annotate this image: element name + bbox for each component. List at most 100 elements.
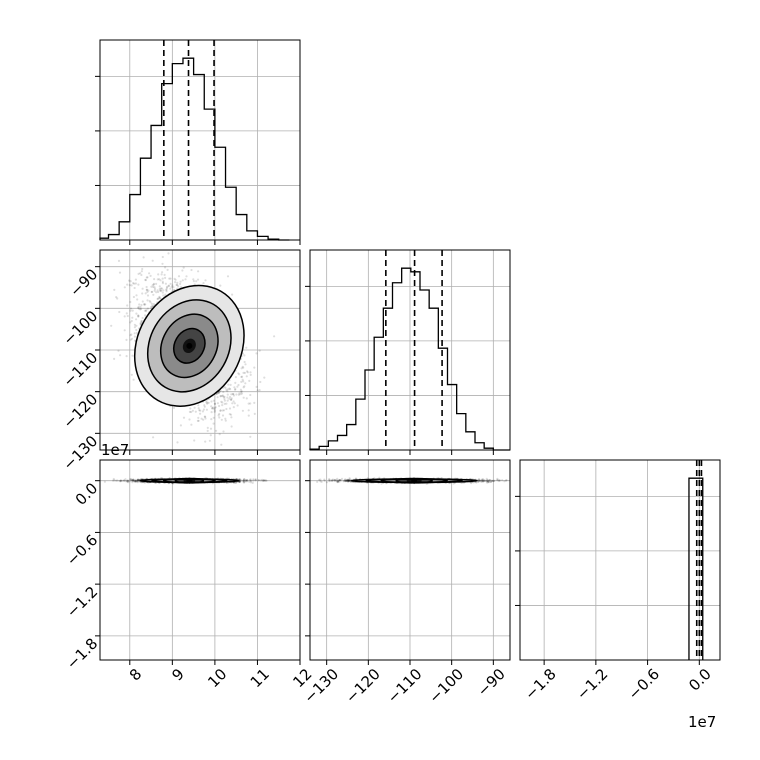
scatter-point bbox=[231, 402, 234, 405]
scatter-point bbox=[204, 415, 207, 418]
scatter-point bbox=[152, 285, 155, 289]
scatter-point bbox=[196, 278, 200, 281]
scatter-point bbox=[141, 287, 144, 290]
scatter-point bbox=[162, 289, 165, 292]
scatter-point bbox=[237, 478, 240, 481]
scatter-point bbox=[238, 478, 241, 481]
scatter-point bbox=[246, 371, 249, 374]
scatter-point bbox=[179, 282, 182, 285]
scatter-point bbox=[189, 407, 192, 410]
scatter-point bbox=[232, 400, 235, 403]
scatter-point bbox=[273, 335, 276, 338]
scatter-point bbox=[137, 283, 140, 286]
scatter-point bbox=[129, 480, 132, 483]
contour-line-0-0 bbox=[133, 284, 245, 407]
scatter-point bbox=[139, 322, 142, 325]
scatter-point bbox=[179, 286, 183, 289]
scatter-point bbox=[135, 479, 138, 482]
scatter-point bbox=[130, 284, 133, 287]
scatter-point bbox=[216, 396, 219, 399]
scatter-point bbox=[176, 281, 179, 284]
scatter-point bbox=[218, 416, 221, 419]
scatter-point bbox=[190, 423, 193, 426]
scatter-point bbox=[212, 453, 214, 455]
scatter-point bbox=[165, 288, 168, 291]
scatter-point bbox=[217, 414, 220, 417]
scatter-point bbox=[161, 255, 164, 259]
scatter-point bbox=[263, 376, 266, 379]
scatter-point bbox=[253, 366, 256, 369]
scatter-point bbox=[208, 439, 211, 442]
scatter-point bbox=[213, 402, 217, 405]
scatter-point bbox=[143, 303, 146, 306]
scatter-point bbox=[126, 480, 129, 483]
scatter-point bbox=[221, 404, 224, 407]
scatter-point bbox=[133, 282, 136, 285]
scatter-point bbox=[129, 321, 132, 324]
scatter-point bbox=[218, 404, 221, 408]
scatter-point bbox=[172, 286, 175, 289]
scatter-point bbox=[161, 287, 164, 290]
scatter-point bbox=[182, 266, 185, 269]
scatter-point bbox=[110, 324, 113, 327]
marks-layer bbox=[99, 40, 704, 660]
scatter-point bbox=[229, 413, 233, 416]
scatter-point bbox=[244, 479, 247, 482]
scatter-point bbox=[152, 293, 155, 296]
scatter-point bbox=[240, 375, 243, 379]
scatter-group-1 bbox=[103, 476, 268, 485]
scatter-point bbox=[172, 406, 176, 409]
scatter-point bbox=[160, 287, 163, 290]
scatter-point bbox=[117, 259, 121, 262]
scatter-point bbox=[174, 281, 177, 284]
scatter-point bbox=[246, 370, 249, 373]
scatter-point bbox=[218, 433, 221, 436]
scatter-point bbox=[123, 329, 126, 332]
scatter-point bbox=[202, 418, 205, 421]
scatter-point bbox=[133, 286, 136, 290]
scatter-point bbox=[115, 296, 118, 299]
scatter-point bbox=[245, 346, 248, 349]
scatter-point bbox=[245, 397, 248, 400]
scatter-point bbox=[116, 297, 119, 300]
scatter-point bbox=[151, 259, 154, 262]
scatter-point bbox=[141, 316, 144, 320]
scatter-point bbox=[234, 376, 237, 379]
scatter-point bbox=[144, 292, 147, 295]
scatter-point bbox=[243, 385, 246, 388]
scatter-point bbox=[134, 278, 137, 281]
scatter-point bbox=[125, 338, 128, 341]
scatter-point bbox=[126, 479, 129, 482]
scatter-point bbox=[249, 371, 252, 374]
scatter-point bbox=[124, 480, 127, 483]
scatter-point bbox=[206, 401, 209, 404]
scatter-point bbox=[141, 267, 144, 271]
scatter-point bbox=[134, 479, 137, 483]
scatter-point bbox=[158, 285, 161, 288]
scatter-point bbox=[220, 418, 223, 421]
scatter-point bbox=[235, 477, 238, 481]
scatter-point bbox=[129, 478, 132, 481]
scatter-point bbox=[113, 357, 116, 360]
scatter-point bbox=[210, 411, 213, 414]
contour-line-0-1 bbox=[146, 299, 232, 393]
scatter-point bbox=[137, 306, 140, 309]
scatter-point bbox=[247, 409, 250, 412]
scatter-point bbox=[144, 310, 148, 313]
scatter-point bbox=[159, 279, 162, 282]
scatter-point bbox=[215, 429, 218, 432]
scatter-point bbox=[258, 389, 261, 392]
scatter-point bbox=[146, 276, 149, 279]
scatter-point bbox=[226, 388, 229, 391]
scatter-point bbox=[166, 268, 169, 271]
scatter-point bbox=[213, 409, 217, 412]
scatter-point bbox=[135, 318, 138, 321]
scatter-point bbox=[145, 276, 148, 279]
scatter-point bbox=[181, 279, 184, 282]
scatter-point bbox=[136, 478, 140, 481]
scatter-point bbox=[192, 278, 195, 281]
scatter-point bbox=[125, 312, 128, 315]
scatter-point bbox=[240, 392, 244, 395]
scatter-point bbox=[133, 335, 136, 338]
scatter-point bbox=[113, 288, 116, 291]
